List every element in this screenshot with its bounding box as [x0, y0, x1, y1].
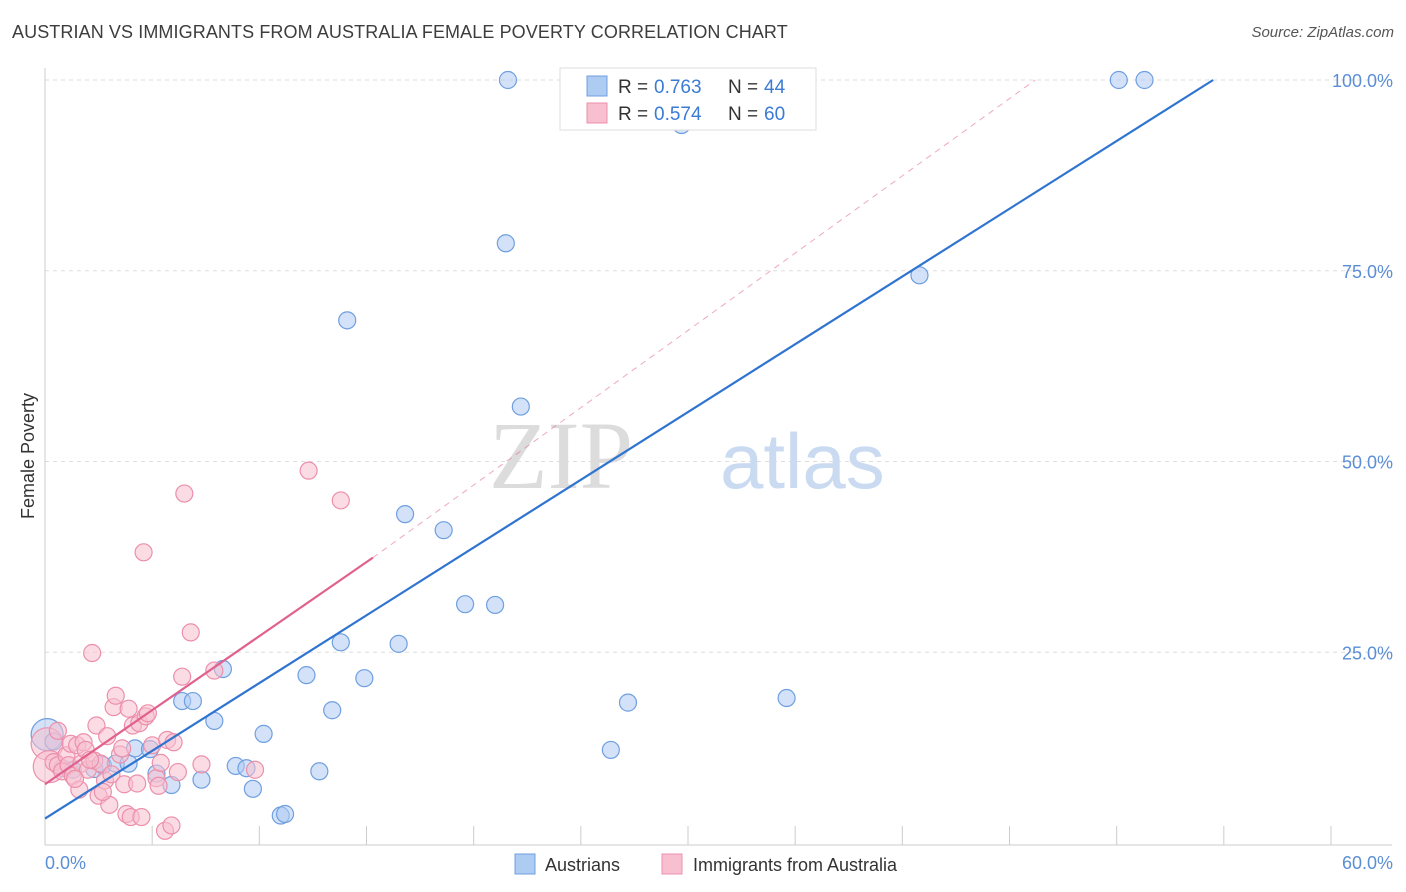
legend-swatch-australia — [586, 102, 608, 124]
point-austrians — [192, 770, 211, 789]
point-austrians — [183, 691, 202, 711]
y-tick-label: 75.0% — [1342, 262, 1393, 282]
point-australia — [162, 816, 181, 835]
point-australia — [299, 461, 318, 480]
legend-r-label: R = — [618, 104, 648, 125]
legend-n-label: N = — [728, 104, 758, 125]
point-austrians — [511, 397, 530, 416]
y-tick-label: 25.0% — [1342, 643, 1393, 663]
legend-swatch-austrians — [514, 853, 536, 875]
trend-extension-australia — [372, 79, 1036, 559]
legend-r-label: R = — [618, 77, 648, 98]
point-austrians — [618, 693, 638, 712]
point-austrians — [275, 804, 295, 824]
legend-swatch-australia — [661, 853, 683, 875]
point-australia — [106, 686, 125, 705]
point-australia — [113, 739, 132, 758]
point-austrians — [498, 70, 518, 90]
axes: 25.0% 50.0% 75.0% 100.0% 0.0% 60.0% — [44, 68, 1393, 873]
data-points — [30, 70, 1154, 840]
point-austrians — [389, 634, 408, 653]
x-tick-label: 0.0% — [45, 853, 86, 873]
point-austrians — [496, 234, 515, 253]
point-australia — [65, 769, 85, 789]
point-austrians — [434, 521, 453, 540]
point-austrians — [331, 633, 350, 652]
watermark-atlas: atlas — [720, 417, 885, 505]
legend-n-label: N = — [728, 77, 758, 98]
watermark: ZIP atlas — [489, 402, 885, 509]
point-austrians — [486, 595, 505, 615]
point-australia — [134, 543, 153, 562]
point-australia — [175, 484, 194, 503]
trend-line-austrians — [44, 79, 1214, 820]
legend-top: R = 0.763 N = 44 R = 0.574 N = 60 — [559, 67, 817, 131]
point-australia — [132, 807, 151, 827]
point-austrians — [254, 724, 273, 743]
point-australia — [168, 762, 187, 782]
point-australia — [83, 643, 102, 663]
point-australia — [149, 776, 168, 795]
point-austrians — [355, 669, 374, 688]
point-austrians — [1135, 70, 1154, 90]
point-austrians — [297, 666, 316, 685]
point-australia — [151, 753, 170, 772]
chart-title: AUSTRIAN VS IMMIGRANTS FROM AUSTRALIA FE… — [12, 22, 788, 42]
point-austrians — [455, 595, 475, 614]
grid — [45, 79, 1392, 653]
legend-r-value: 0.574 — [654, 104, 702, 125]
y-tick-label: 50.0% — [1342, 453, 1393, 473]
legend-label-australia: Immigrants from Australia — [693, 855, 898, 875]
point-austrians — [243, 779, 263, 798]
legend-n-value: 60 — [764, 104, 785, 125]
point-austrians — [777, 688, 796, 708]
trend-line-australia — [44, 556, 374, 786]
legend-n-value: 44 — [764, 77, 786, 98]
point-australia — [93, 782, 112, 801]
point-australia — [173, 667, 192, 686]
trend-lines — [44, 79, 1214, 820]
legend-bottom: Austrians Immigrants from Australia — [514, 853, 898, 875]
point-australia — [128, 774, 147, 793]
point-australia — [245, 760, 265, 779]
point-austrians — [601, 740, 620, 760]
legend-swatch-austrians — [586, 75, 608, 97]
point-australia — [119, 699, 138, 718]
y-axis-label: Female Poverty — [18, 393, 38, 519]
point-austrians — [338, 311, 357, 330]
point-australia — [181, 623, 200, 642]
point-australia — [48, 721, 67, 740]
y-tick-label: 100.0% — [1332, 71, 1393, 91]
point-australia — [331, 491, 350, 510]
legend-r-value: 0.763 — [654, 77, 702, 98]
point-austrians — [1109, 70, 1128, 90]
legend-label-austrians: Austrians — [545, 855, 620, 875]
point-austrians — [310, 762, 329, 781]
point-austrians — [323, 701, 342, 720]
source-label: Source: ZipAtlas.com — [1251, 24, 1394, 41]
x-tick-label: 60.0% — [1342, 853, 1393, 873]
point-austrians — [395, 505, 415, 524]
point-australia — [192, 755, 211, 774]
point-australia — [205, 661, 224, 680]
point-australia — [87, 716, 106, 735]
